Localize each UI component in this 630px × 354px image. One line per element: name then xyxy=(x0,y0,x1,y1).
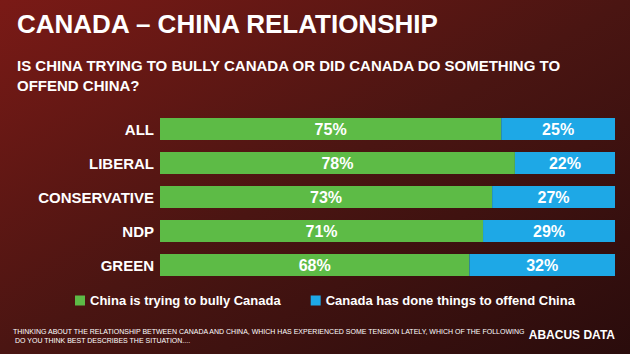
svg-text:Canada has done things to offe: Canada has done things to offend China xyxy=(326,293,576,308)
svg-text:68%: 68% xyxy=(299,257,331,274)
svg-text:THINKING ABOUT THE RELATIONSHI: THINKING ABOUT THE RELATIONSHIP BETWEEN … xyxy=(13,328,524,335)
svg-text:OFFEND CHINA?: OFFEND CHINA? xyxy=(17,77,140,94)
svg-text:73%: 73% xyxy=(310,189,342,206)
svg-text:29%: 29% xyxy=(533,223,565,240)
svg-text:22%: 22% xyxy=(549,155,581,172)
svg-text:CANADA – CHINA RELATIONSHIP: CANADA – CHINA RELATIONSHIP xyxy=(17,9,438,39)
svg-text:DO YOU THINK BEST DESCRIBES TH: DO YOU THINK BEST DESCRIBES THE SITUATIO… xyxy=(13,337,190,344)
svg-text:GREEN: GREEN xyxy=(101,257,154,274)
svg-text:ABACUS DATA: ABACUS DATA xyxy=(529,328,616,342)
svg-text:China is trying to bully Canad: China is trying to bully Canada xyxy=(90,293,281,308)
svg-text:ALL: ALL xyxy=(125,121,154,138)
svg-text:71%: 71% xyxy=(306,223,338,240)
svg-text:32%: 32% xyxy=(526,257,558,274)
svg-text:78%: 78% xyxy=(321,155,353,172)
svg-text:27%: 27% xyxy=(538,189,570,206)
svg-text:NDP: NDP xyxy=(122,223,154,240)
svg-text:LIBERAL: LIBERAL xyxy=(89,155,154,172)
svg-text:CONSERVATIVE: CONSERVATIVE xyxy=(38,189,154,206)
svg-text:75%: 75% xyxy=(315,121,347,138)
svg-text:IS CHINA TRYING TO BULLY CANAD: IS CHINA TRYING TO BULLY CANADA OR DID C… xyxy=(17,57,564,74)
svg-text:25%: 25% xyxy=(542,121,574,138)
